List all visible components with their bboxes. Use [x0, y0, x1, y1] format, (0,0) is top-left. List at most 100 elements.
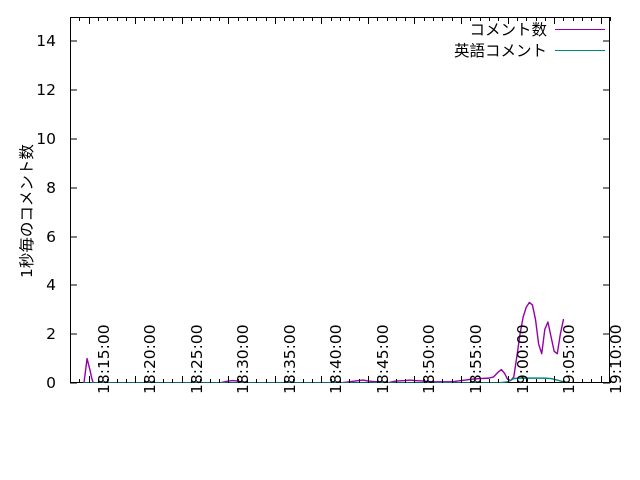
x-tick-minor: [610, 379, 611, 383]
y-tick-mark: [603, 187, 610, 189]
x-tick-minor: [516, 379, 518, 383]
x-tick-label: 18:35:00: [280, 324, 299, 394]
x-tick-minor: [563, 17, 565, 21]
x-tick-minor: [191, 17, 193, 21]
x-tick-minor: [200, 17, 202, 21]
y-tick-mark: [70, 236, 77, 238]
x-tick-minor: [153, 17, 155, 21]
x-tick-minor: [516, 17, 518, 21]
y-tick-mark: [70, 333, 77, 335]
x-tick-minor: [470, 17, 472, 21]
y-tick-mark: [603, 40, 610, 42]
x-tick-minor: [479, 379, 481, 383]
y-tick-label: 4: [46, 276, 56, 295]
x-tick-minor: [218, 379, 220, 383]
x-tick-mark: [228, 376, 230, 383]
y-tick-mark: [70, 284, 77, 286]
x-tick-mark: [135, 17, 137, 24]
x-tick-minor: [451, 17, 453, 21]
y-tick-label: 0: [46, 374, 56, 392]
x-tick-minor: [209, 379, 211, 383]
x-tick-mark: [181, 376, 183, 383]
x-tick-minor: [246, 379, 248, 383]
x-tick-minor: [172, 17, 174, 21]
x-tick-label: 19:10:00: [606, 324, 625, 394]
x-tick-minor: [163, 379, 165, 383]
x-tick-minor: [377, 17, 379, 21]
x-tick-minor: [591, 17, 593, 21]
x-tick-minor: [377, 379, 379, 383]
x-tick-mark: [367, 376, 369, 383]
y-tick-mark: [603, 284, 610, 286]
x-tick-minor: [209, 17, 211, 21]
x-tick-mark: [274, 376, 276, 383]
x-tick-minor: [125, 379, 127, 383]
x-tick-minor: [70, 17, 71, 21]
y-tick-mark: [70, 89, 77, 91]
x-tick-label: 18:50:00: [420, 324, 439, 394]
legend-entry: コメント数: [430, 19, 605, 39]
x-tick-label: 19:00:00: [513, 324, 532, 394]
y-tick-label: 2: [46, 325, 56, 344]
y-tick-mark: [603, 89, 610, 91]
x-tick-mark: [135, 376, 137, 383]
x-tick-minor: [191, 379, 193, 383]
x-tick-mark: [461, 376, 463, 383]
x-tick-minor: [498, 379, 500, 383]
x-tick-label: 18:25:00: [187, 324, 206, 394]
x-tick-minor: [395, 17, 397, 21]
x-tick-label: 18:45:00: [373, 324, 392, 394]
x-tick-minor: [526, 17, 528, 21]
x-tick-minor: [423, 17, 425, 21]
x-tick-minor: [386, 17, 388, 21]
x-tick-minor: [256, 379, 258, 383]
x-tick-minor: [610, 17, 611, 21]
x-tick-mark: [414, 17, 416, 24]
x-tick-minor: [312, 379, 314, 383]
x-tick-minor: [340, 379, 341, 383]
x-tick-minor: [563, 379, 565, 383]
x-tick-minor: [265, 379, 267, 383]
x-tick-minor: [330, 379, 332, 383]
x-tick-minor: [386, 379, 388, 383]
x-tick-minor: [544, 379, 546, 383]
x-tick-minor: [405, 379, 407, 383]
x-tick-minor: [107, 379, 109, 383]
x-tick-minor: [116, 379, 118, 383]
x-tick-minor: [144, 379, 146, 383]
x-tick-minor: [265, 17, 267, 21]
x-tick-minor: [256, 17, 258, 21]
x-tick-minor: [237, 17, 239, 21]
x-tick-mark: [600, 376, 602, 383]
x-tick-minor: [302, 379, 304, 383]
x-tick-minor: [172, 379, 174, 383]
x-tick-minor: [442, 379, 444, 383]
x-tick-mark: [321, 376, 323, 383]
x-tick-mark: [321, 17, 323, 24]
x-tick-mark: [414, 376, 416, 383]
x-tick-minor: [498, 17, 500, 21]
y-tick-mark: [70, 40, 77, 42]
x-tick-minor: [349, 379, 351, 383]
x-tick-label: 18:20:00: [141, 324, 160, 394]
x-tick-minor: [572, 17, 574, 21]
x-tick-minor: [535, 379, 537, 383]
x-tick-minor: [163, 17, 165, 21]
y-tick-mark: [603, 138, 610, 140]
x-tick-minor: [442, 17, 444, 21]
y-tick-mark: [70, 187, 77, 189]
x-tick-minor: [293, 379, 295, 383]
x-tick-minor: [312, 17, 314, 21]
x-tick-mark: [507, 17, 509, 24]
x-tick-minor: [79, 17, 81, 21]
series-english-comment: [83, 377, 565, 383]
legend-label: コメント数: [469, 21, 547, 39]
x-tick-minor: [293, 17, 295, 21]
x-tick-mark: [461, 17, 463, 24]
y-tick-label: 10: [36, 130, 56, 148]
x-tick-label: 18:40:00: [327, 324, 346, 394]
x-tick-minor: [153, 379, 155, 383]
x-tick-mark: [274, 17, 276, 24]
x-tick-label: 18:15:00: [94, 324, 113, 394]
